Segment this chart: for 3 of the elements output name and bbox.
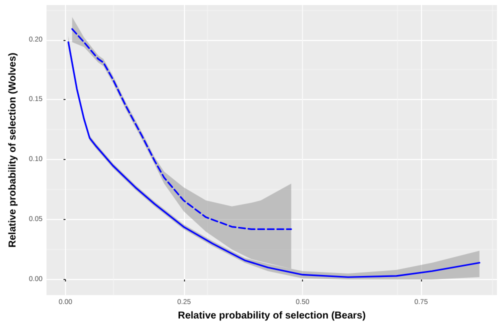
y-axis-title: Relative probability of selection (Wolves) <box>8 52 18 248</box>
x-axis-title: Relative probability of selection (Bears) <box>178 310 366 322</box>
line-series <box>71 28 292 230</box>
